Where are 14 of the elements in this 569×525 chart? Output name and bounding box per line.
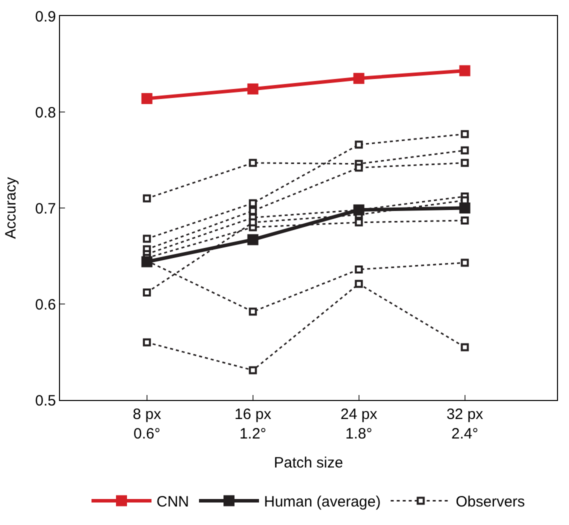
y-tick-label: 0.9 [35, 8, 56, 26]
legend-label: Human (average) [264, 494, 381, 511]
y-tick-label: 0.5 [35, 392, 56, 410]
x-tick-label: 24 px 1.8° [340, 406, 378, 442]
x-tick-label: 16 px 1.2° [234, 406, 272, 442]
legend-label: Observers [456, 494, 525, 511]
y-axis-title: Accuracy [2, 176, 20, 239]
y-tick-label: 0.8 [35, 104, 56, 122]
y-tick-label: 0.6 [35, 296, 56, 314]
x-tick-label: 32 px 2.4° [446, 406, 484, 442]
y-tick-label: 0.7 [35, 200, 56, 218]
x-axis-title: Patch size [274, 454, 344, 472]
legend-label: CNN [156, 494, 189, 511]
x-tick-label: 8 px 0.6° [132, 406, 162, 442]
